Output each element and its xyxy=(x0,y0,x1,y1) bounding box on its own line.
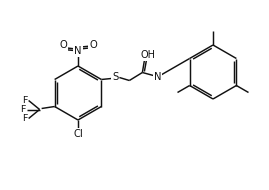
Text: O: O xyxy=(59,40,67,50)
Text: OH: OH xyxy=(141,51,156,60)
Text: Cl: Cl xyxy=(73,129,83,139)
Text: N: N xyxy=(154,71,161,82)
Text: F: F xyxy=(20,105,25,114)
Text: S: S xyxy=(112,71,119,82)
Text: O: O xyxy=(89,40,97,50)
Text: N: N xyxy=(74,46,82,56)
Text: F: F xyxy=(22,114,27,123)
Text: F: F xyxy=(22,96,27,105)
